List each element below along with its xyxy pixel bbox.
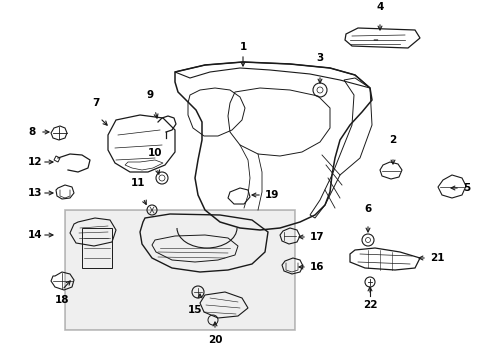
Text: 10: 10	[147, 148, 162, 158]
Text: 14: 14	[28, 230, 42, 240]
Text: 22: 22	[362, 300, 376, 310]
Text: 8: 8	[28, 127, 35, 137]
Text: 13: 13	[28, 188, 42, 198]
Text: 3: 3	[316, 53, 323, 63]
Text: 17: 17	[309, 232, 324, 242]
Text: 16: 16	[309, 262, 324, 272]
Text: 9: 9	[146, 90, 153, 100]
Text: 5: 5	[462, 183, 469, 193]
Text: 15: 15	[187, 305, 202, 315]
Text: 6: 6	[364, 204, 371, 214]
Text: 1: 1	[239, 42, 246, 52]
Text: 4: 4	[376, 2, 383, 12]
Text: 21: 21	[429, 253, 444, 263]
Text: 20: 20	[207, 335, 222, 345]
Text: 2: 2	[388, 135, 396, 145]
Bar	[65, 210, 294, 330]
Text: 11: 11	[130, 178, 145, 188]
Text: 18: 18	[55, 295, 69, 305]
Text: 7: 7	[92, 98, 100, 108]
Text: =: =	[371, 37, 377, 43]
Text: 12: 12	[28, 157, 42, 167]
Text: 19: 19	[264, 190, 279, 200]
